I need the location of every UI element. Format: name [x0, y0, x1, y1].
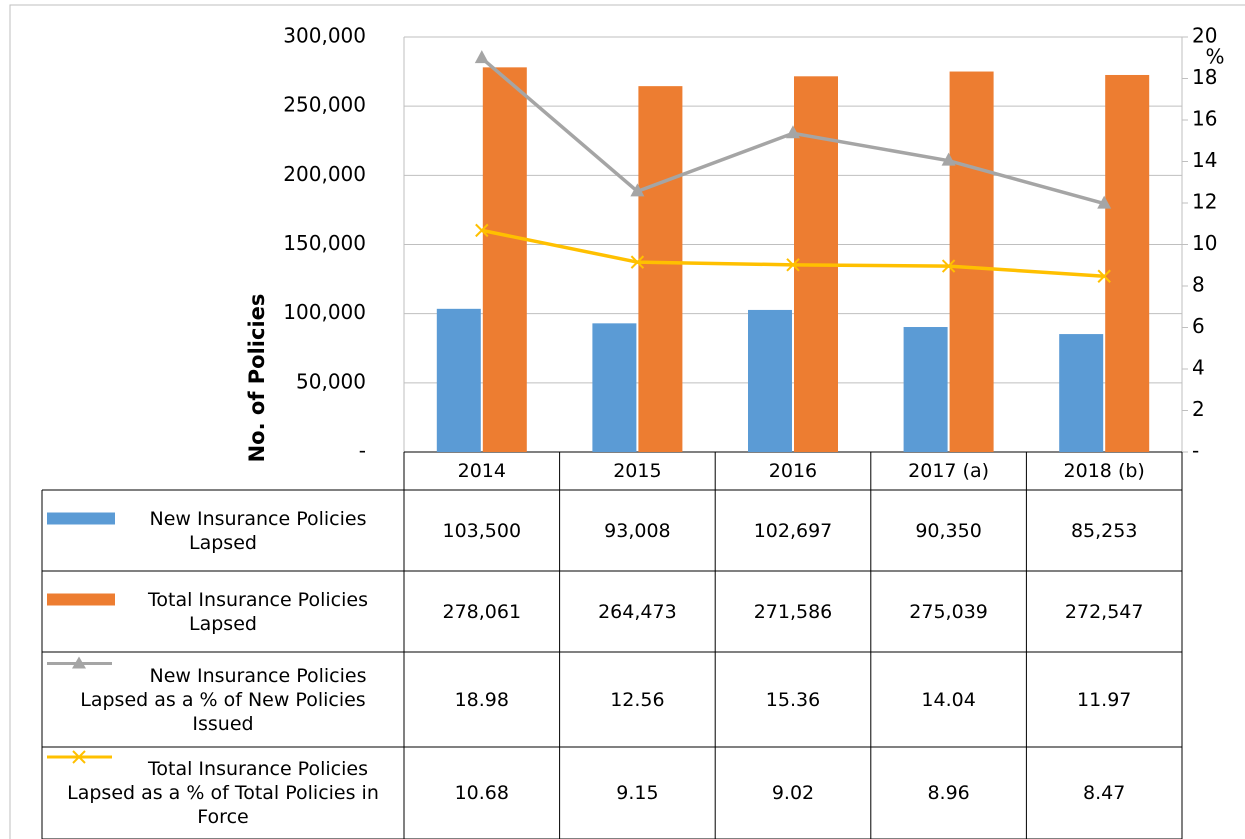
legend-swatch: [47, 593, 115, 606]
table-value: 271,586: [753, 600, 833, 623]
table-value: 275,039: [909, 600, 988, 623]
y2-tick-label: 16: [1192, 107, 1217, 131]
legend-label: Total Insurance Policies Lapsed as a % o…: [67, 758, 379, 828]
table-value: 18.98: [454, 688, 509, 711]
table-value: 102,697: [753, 519, 833, 542]
bar: [592, 323, 637, 452]
table-value: 11.97: [1076, 688, 1132, 711]
legend-label: New Insurance Policies Lapsed: [149, 507, 367, 554]
table-value: 278,061: [442, 600, 522, 623]
table-value: 90,350: [915, 519, 982, 542]
bar: [903, 327, 948, 452]
y-tick-label: 50,000: [296, 369, 366, 393]
y2-tick-label: 18: [1192, 65, 1217, 89]
marker: [1097, 269, 1111, 283]
marker: [1097, 195, 1112, 209]
legend-label: Total Insurance Policies Lapsed: [148, 588, 368, 635]
y2-tick-label: 14: [1192, 148, 1217, 172]
marker: [630, 255, 645, 269]
table-value: 264,473: [598, 600, 677, 623]
x-tick-label: 2017 (a): [908, 460, 990, 482]
legend-label: New Insurance Policies Lapsed as a % of …: [80, 664, 367, 735]
table-value: 103,500: [442, 519, 522, 542]
bar: [748, 309, 792, 452]
table-value: 15.36: [765, 688, 821, 711]
bar: [638, 86, 683, 452]
y2-tick-label: -: [1192, 439, 1199, 463]
table-value: 14.04: [921, 688, 976, 711]
y-tick-label: 150,000: [283, 231, 366, 255]
x-tick-label: 2016: [768, 460, 818, 482]
table-value: 93,008: [604, 519, 671, 542]
bar: [436, 308, 481, 452]
bar: [1105, 74, 1150, 452]
table-value: 85,253: [1070, 519, 1138, 542]
table-value: 272,547: [1064, 600, 1144, 623]
y2-axis-title: %: [1205, 45, 1224, 69]
marker: [786, 125, 800, 139]
x-tick-label: 2018 (b): [1063, 460, 1145, 482]
y2-tick-label: 6: [1192, 314, 1205, 338]
table-value: 10.68: [454, 782, 509, 804]
y-tick-label: 250,000: [283, 93, 366, 117]
y-tick-label: 300,000: [283, 24, 366, 48]
bar: [482, 67, 527, 453]
y2-tick-label: 10: [1192, 231, 1217, 255]
bar: [1059, 334, 1104, 452]
x-tick-label: 2014: [457, 460, 506, 482]
y2-tick-label: 20: [1192, 24, 1217, 48]
marker: [474, 50, 489, 64]
marker: [786, 258, 800, 272]
y-tick-label: 100,000: [283, 300, 366, 324]
marker: [941, 259, 956, 273]
table-value: 8.47: [1083, 782, 1126, 804]
legend-marker: [72, 656, 86, 669]
legend-swatch: [47, 512, 115, 525]
y2-tick-label: 2: [1192, 397, 1205, 421]
frame: [9, 4, 1245, 839]
legend-marker: [72, 750, 86, 764]
marker: [941, 152, 956, 166]
bar: [949, 71, 994, 452]
marker: [630, 183, 645, 197]
y-tick-label: -: [359, 439, 366, 463]
line: [481, 228, 1105, 278]
table-value: 9.02: [771, 782, 815, 804]
x-tick-label: 2015: [613, 460, 662, 482]
y2-tick-label: 8: [1192, 273, 1205, 297]
y2-tick-label: 4: [1192, 356, 1205, 380]
y-tick-label: 200,000: [283, 162, 366, 186]
table-value: 8.96: [927, 782, 970, 804]
table-value: 9.15: [616, 782, 659, 804]
y2-tick-label: 12: [1192, 190, 1217, 214]
table-value: 12.56: [610, 688, 665, 711]
marker: [475, 223, 489, 238]
y-axis-title: No. of Policies: [245, 294, 269, 463]
